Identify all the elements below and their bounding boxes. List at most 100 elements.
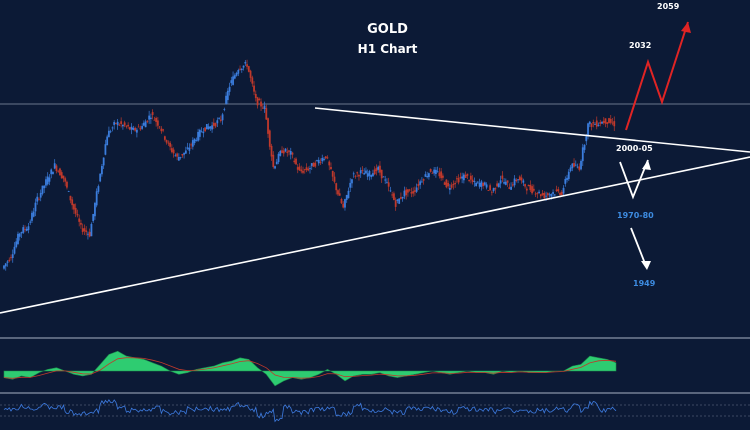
candle-body bbox=[81, 228, 84, 233]
candle-body bbox=[24, 229, 26, 230]
candle-body bbox=[448, 188, 451, 190]
candle-body bbox=[358, 175, 360, 177]
candle-body bbox=[499, 180, 502, 184]
candle-body bbox=[228, 86, 231, 92]
candle-body bbox=[412, 191, 415, 194]
candle-body bbox=[433, 169, 436, 174]
candle-body bbox=[219, 119, 222, 121]
candle-body bbox=[29, 221, 32, 223]
candle-body bbox=[60, 172, 63, 179]
retest-arrowhead bbox=[642, 160, 651, 170]
candle-body bbox=[531, 186, 533, 194]
candle-body bbox=[424, 174, 427, 177]
candle-body bbox=[39, 192, 42, 198]
candle-body bbox=[359, 170, 362, 174]
candle-body bbox=[529, 184, 532, 191]
candle-body bbox=[588, 121, 591, 125]
candle-body bbox=[566, 177, 568, 181]
candle-body bbox=[601, 121, 603, 124]
candle-body bbox=[417, 183, 420, 187]
candle-body bbox=[379, 165, 381, 173]
candle-body bbox=[170, 148, 173, 153]
candle-body bbox=[543, 192, 546, 199]
candle-body bbox=[197, 131, 199, 141]
candle-body bbox=[101, 165, 103, 175]
candle-body bbox=[581, 147, 584, 162]
candle-body bbox=[128, 127, 131, 130]
candle-body bbox=[115, 123, 117, 124]
candle-body bbox=[153, 119, 156, 121]
candle-body bbox=[282, 150, 285, 154]
candle-body bbox=[485, 184, 488, 188]
candle-body bbox=[328, 161, 331, 166]
candle-body bbox=[188, 147, 191, 151]
candle-body bbox=[64, 178, 67, 182]
candle-body bbox=[118, 124, 121, 126]
candle-body bbox=[471, 179, 474, 182]
level-label-2000-05: 2000-05 bbox=[616, 144, 653, 153]
candle-body bbox=[351, 179, 353, 184]
candle-body bbox=[88, 231, 91, 237]
candle-body bbox=[578, 166, 581, 170]
chart-title: GOLD bbox=[367, 22, 408, 37]
candle-body bbox=[508, 187, 511, 189]
candle-body bbox=[155, 117, 158, 122]
candle-body bbox=[258, 98, 261, 101]
candle-body bbox=[223, 109, 226, 111]
candle-body bbox=[122, 124, 124, 127]
candle-body bbox=[18, 233, 21, 237]
candle-body bbox=[270, 145, 273, 157]
candle-body bbox=[225, 95, 227, 104]
bullish-arrowhead bbox=[681, 22, 691, 33]
candle-body bbox=[50, 169, 53, 175]
candle-body bbox=[478, 182, 481, 187]
candle-body bbox=[291, 152, 294, 155]
candle-body bbox=[438, 172, 441, 177]
candle-body bbox=[466, 173, 469, 176]
candle-body bbox=[113, 122, 116, 125]
candle-body bbox=[482, 183, 485, 186]
candle-body bbox=[97, 186, 100, 192]
candle-body bbox=[263, 105, 266, 109]
candle-body bbox=[450, 184, 453, 188]
candle-body bbox=[401, 196, 404, 199]
candle-body bbox=[132, 128, 135, 130]
candle-body bbox=[116, 121, 119, 126]
candle-body bbox=[330, 167, 332, 170]
candle-body bbox=[15, 241, 18, 247]
level-label-2059: 2059 bbox=[657, 2, 680, 11]
candle-body bbox=[211, 125, 213, 130]
candle-body bbox=[104, 144, 107, 155]
candle-body bbox=[111, 127, 114, 129]
candle-body bbox=[398, 198, 401, 204]
candle-body bbox=[511, 184, 514, 186]
descending-trendline bbox=[314, 107, 750, 153]
candle-body bbox=[46, 176, 49, 185]
candle-body bbox=[237, 69, 240, 74]
candle-body bbox=[445, 179, 448, 188]
candle-body bbox=[167, 142, 170, 144]
candle-body bbox=[109, 131, 112, 133]
candle-body bbox=[52, 171, 54, 175]
candle-body bbox=[436, 171, 439, 173]
candle-body bbox=[11, 254, 14, 258]
candle-body bbox=[233, 75, 236, 79]
candle-body bbox=[377, 166, 380, 170]
candle-body bbox=[279, 150, 282, 156]
candle-body bbox=[414, 190, 416, 192]
candle-body bbox=[552, 192, 554, 194]
candle-body bbox=[76, 214, 79, 216]
candle-body bbox=[221, 114, 224, 121]
candle-body bbox=[443, 182, 446, 185]
candle-body bbox=[57, 170, 60, 172]
candle-body bbox=[335, 183, 338, 191]
candle-body bbox=[571, 163, 574, 169]
candle-body bbox=[560, 191, 563, 195]
candle-body bbox=[36, 196, 39, 202]
candle-body bbox=[305, 167, 308, 171]
candle-body bbox=[431, 172, 434, 174]
candle-body bbox=[6, 261, 9, 263]
candle-body bbox=[25, 228, 28, 231]
candle-body bbox=[447, 182, 450, 187]
candle-body bbox=[144, 121, 147, 128]
